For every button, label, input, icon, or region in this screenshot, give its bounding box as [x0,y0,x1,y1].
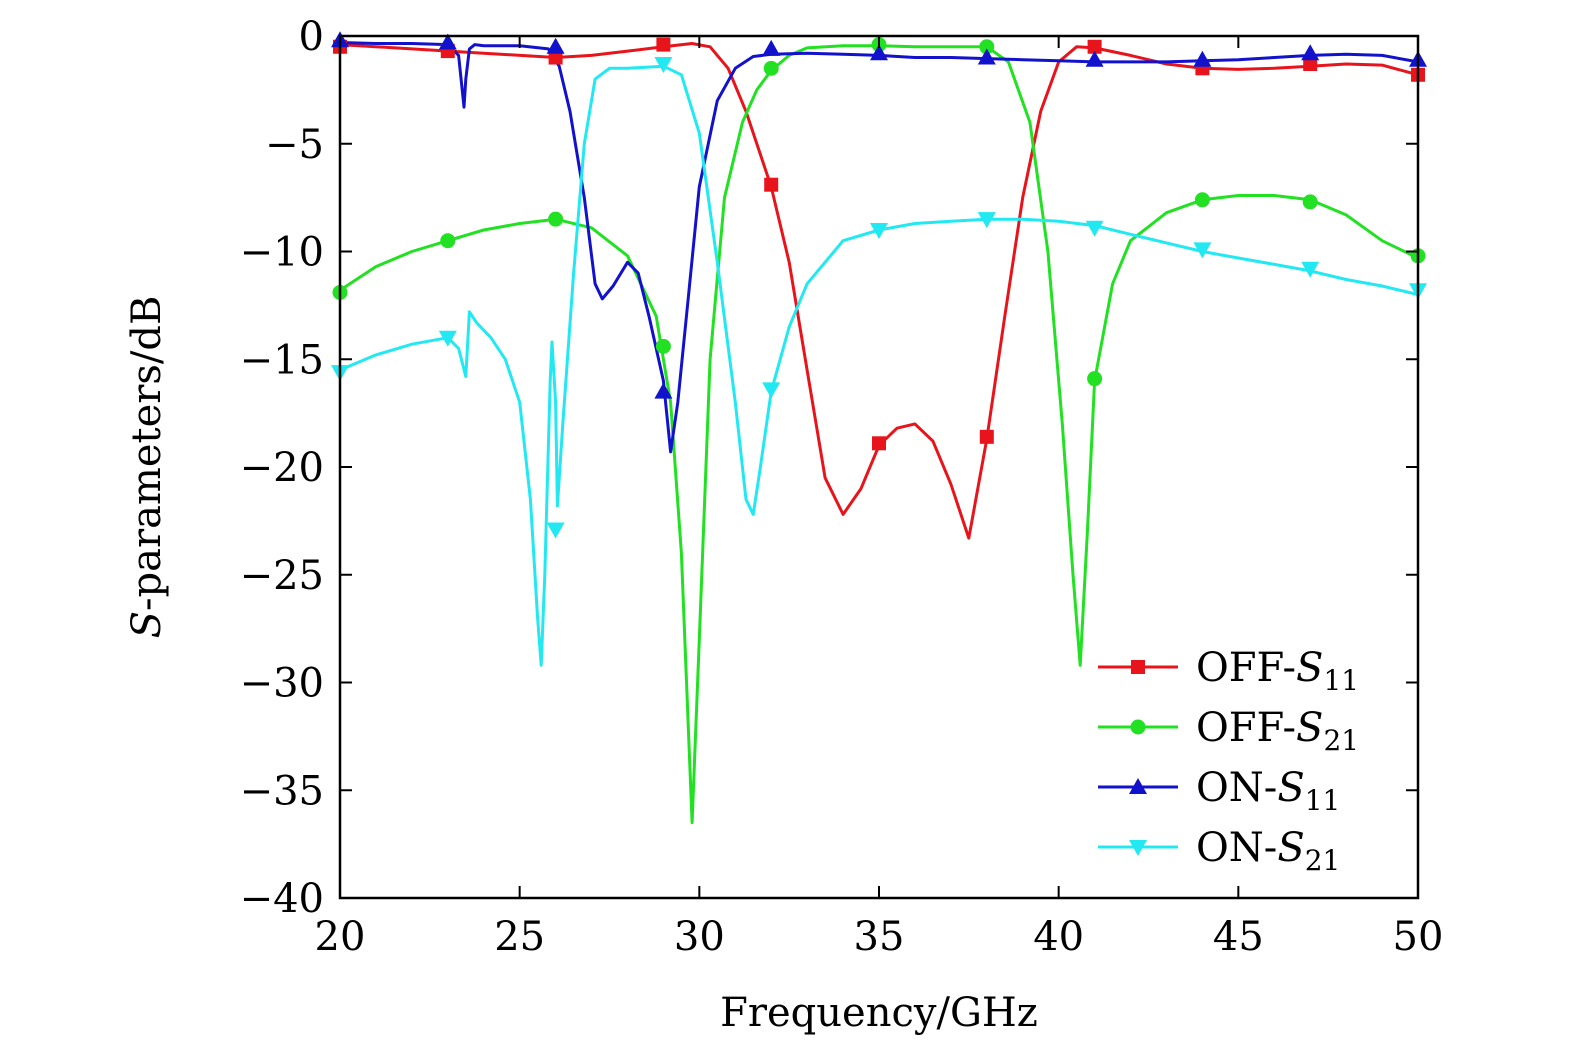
legend-item: OFF-S11 [1098,645,1359,697]
data-point-off-s21 [548,211,564,227]
y-tick-label: −5 [265,122,324,168]
legend-label-prefix: OFF- [1196,645,1296,691]
data-point-on-s11 [762,39,781,56]
data-point-on-s11 [870,44,888,61]
data-point-on-s11 [1301,44,1320,61]
x-tick-label: 30 [674,914,725,960]
x-tick-label: 20 [315,914,366,960]
y-tick-label: −35 [240,768,324,814]
data-point-off-s11 [764,177,779,192]
legend-label-subscript: 11 [1305,784,1341,817]
legend-swatch-marker [1129,840,1147,856]
x-tick-label: 40 [1033,914,1084,960]
data-point-off-s11 [979,429,994,444]
y-tick-label: −10 [240,230,324,276]
y-axis-title-rest: -parameters/dB [124,296,170,611]
legend-label-subscript: 21 [1305,844,1341,877]
data-point-on-s11 [1085,50,1104,67]
legend-swatch-marker [1129,778,1147,794]
data-point-off-s11 [656,37,671,52]
legend-item: OFF-S21 [1098,705,1359,757]
y-tick-label: −30 [240,661,324,707]
x-tick-label: 35 [854,914,905,960]
data-point-off-s11 [1087,39,1102,54]
legend-label-symbol: S [1296,705,1323,751]
y-tick-label: 0 [299,14,324,60]
series-line-on-s11 [339,41,1419,454]
data-point-on-s21 [1301,261,1320,278]
legend-label-symbol: S [1277,765,1304,811]
legend-label: OFF-S21 [1196,705,1359,757]
data-point-off-s21 [1194,192,1210,208]
y-tick-label: −15 [240,337,324,383]
x-tick-label: 50 [1393,914,1444,960]
data-point-on-s21 [977,212,996,229]
data-point-on-s21 [438,330,457,347]
data-point-on-s21 [1085,220,1104,237]
legend-label-subscript: 11 [1323,664,1359,697]
data-point-off-s21 [979,39,995,55]
data-point-on-s11 [654,382,673,399]
series-line-off-s21 [339,44,1419,825]
data-point-off-s21 [440,233,456,249]
tick-layer: 20 25 30 35 40 45 50 0 −5 −10 −15 −20 −25 −30 −35 −40 [240,14,1444,960]
legend-label: ON-S11 [1196,765,1340,817]
data-point-off-s11 [872,436,886,451]
legend-item: ON-S21 [1098,825,1340,877]
series-layer [339,41,1419,825]
data-point-on-s11 [438,33,457,50]
y-tick-label: −25 [240,553,324,599]
marker-layer [331,31,1427,539]
legend-item: ON-S11 [1098,765,1340,817]
x-tick-label: 25 [494,914,545,960]
y-axis-title-symbol: S [124,611,170,638]
legend-label-symbol: S [1296,645,1323,691]
data-point-on-s21 [546,522,565,539]
legend-label-prefix: ON- [1196,825,1277,871]
data-point-off-s11 [548,50,563,65]
data-point-on-s21 [870,222,888,239]
data-point-on-s21 [762,382,781,399]
data-point-on-s21 [654,57,673,74]
data-point-on-s21 [1193,242,1212,259]
y-tick-label: −20 [240,445,324,491]
y-tick-label: −40 [240,876,324,922]
data-point-off-s21 [655,338,671,354]
legend-label-symbol: S [1277,825,1304,871]
legend-label-subscript: 21 [1323,724,1359,757]
x-tick-label: 45 [1213,914,1264,960]
legend-label-prefix: OFF- [1196,705,1296,751]
data-point-off-s21 [1087,371,1103,387]
legend-label-prefix: ON- [1196,765,1277,811]
series-line-off-s11 [339,42,1419,540]
legend-label: OFF-S11 [1196,645,1359,697]
data-point-off-s21 [1302,194,1318,210]
legend-swatch-marker [1130,719,1146,735]
series-line-on-s21 [339,64,1419,667]
data-point-on-s11 [1193,50,1212,67]
data-point-on-s11 [977,48,996,65]
data-point-off-s11 [1303,57,1318,72]
data-point-off-s21 [763,60,779,76]
legend-label: ON-S21 [1196,825,1340,877]
legend-swatch-marker [1131,660,1145,674]
y-axis-title: S-parameters/dB [124,296,170,639]
data-point-on-s11 [546,37,565,54]
x-axis-title: Frequency/GHz [720,990,1038,1036]
